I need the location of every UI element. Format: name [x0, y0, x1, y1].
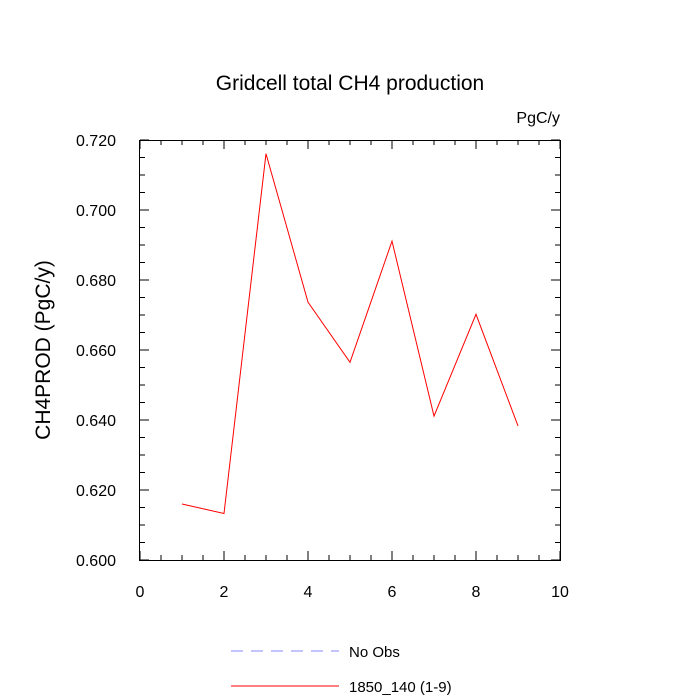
x-tick-label: 0 [136, 584, 145, 601]
x-tick-label: 6 [388, 584, 397, 601]
x-tick-label: 8 [472, 584, 481, 601]
chart-title: Gridcell total CH4 production [216, 72, 484, 95]
legend-label: No Obs [349, 644, 400, 661]
x-tick-label: 4 [304, 584, 313, 601]
units-label: PgC/y [516, 110, 560, 127]
y-tick-label: 0.700 [76, 203, 116, 220]
y-tick-label: 0.620 [76, 483, 116, 500]
y-tick-label: 0.640 [76, 413, 116, 430]
x-tick-label: 10 [551, 584, 569, 601]
y-tick-label: 0.660 [76, 343, 116, 360]
y-tick-label: 0.680 [76, 273, 116, 290]
y-axis-label: CH4PROD (PgC/y) [32, 260, 55, 440]
axis-ticks: 0 2 4 6 8 10 0.600 0.620 0.640 0.660 0.680 0.700 0.7… [76, 133, 569, 601]
series-layer [181, 153, 519, 515]
y-tick-label: 0.600 [76, 553, 116, 570]
x-tick-label: 2 [220, 584, 229, 601]
plot-frame [139, 140, 561, 561]
legend-label: 1850_140 (1-9) [349, 679, 452, 696]
y-tick-label: 0.720 [76, 133, 116, 150]
series-line [181, 153, 519, 515]
legend: No Obs 1850_140 (1-9) [231, 644, 452, 696]
